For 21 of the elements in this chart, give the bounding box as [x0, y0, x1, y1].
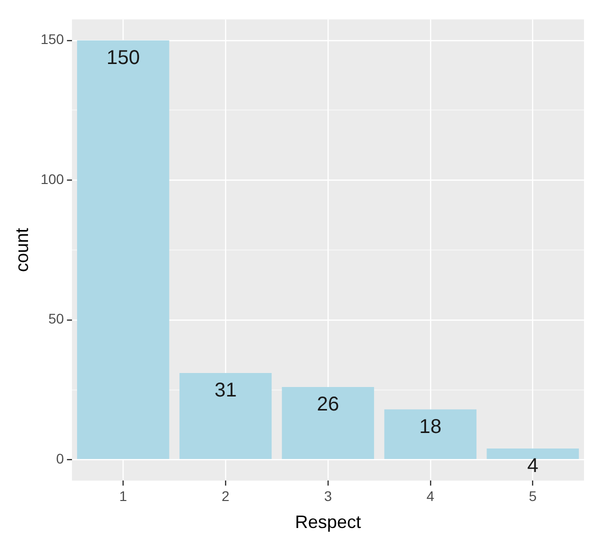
data-label: 4 [527, 454, 538, 477]
x-tick-label: 5 [528, 488, 537, 504]
y-tick-label: 50 [48, 310, 64, 327]
bar [77, 40, 170, 460]
bar [282, 386, 374, 460]
data-label: 18 [419, 416, 442, 438]
y-tick-label: 150 [40, 31, 64, 48]
data-label: 31 [214, 380, 237, 402]
x-tick-label: 4 [426, 488, 434, 504]
data-label: 150 [106, 46, 140, 69]
y-tick-label: 100 [40, 170, 64, 187]
data-label: 26 [316, 393, 340, 416]
bar [486, 448, 579, 460]
y-tick-label: 0 [56, 450, 64, 466]
x-tick-label: 2 [222, 488, 230, 504]
x-tick-label: 3 [324, 488, 332, 504]
x-tick-label: 1 [119, 488, 128, 504]
y-axis-title: count [12, 228, 32, 272]
x-axis-title: Respect [294, 512, 362, 532]
bar [384, 409, 476, 460]
bar [179, 372, 272, 460]
